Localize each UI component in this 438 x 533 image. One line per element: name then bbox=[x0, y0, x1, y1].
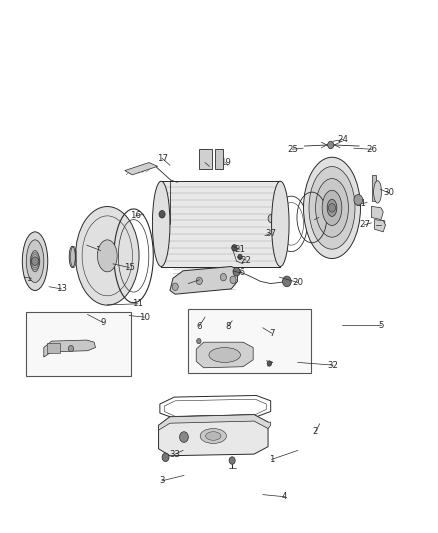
Text: 4: 4 bbox=[282, 492, 287, 501]
Circle shape bbox=[328, 204, 336, 212]
Ellipse shape bbox=[327, 199, 337, 216]
Polygon shape bbox=[371, 206, 383, 220]
Text: 26: 26 bbox=[366, 145, 377, 154]
Circle shape bbox=[220, 273, 226, 281]
Circle shape bbox=[267, 361, 272, 366]
Ellipse shape bbox=[22, 232, 48, 290]
Text: 14: 14 bbox=[95, 246, 106, 255]
Text: 22: 22 bbox=[240, 256, 252, 264]
Text: 24: 24 bbox=[337, 135, 348, 144]
Text: 30: 30 bbox=[383, 189, 395, 197]
Circle shape bbox=[230, 276, 236, 284]
Ellipse shape bbox=[31, 251, 39, 272]
Text: 16: 16 bbox=[130, 212, 141, 220]
Ellipse shape bbox=[69, 246, 75, 268]
Ellipse shape bbox=[209, 348, 240, 362]
Text: 12: 12 bbox=[26, 274, 37, 282]
Text: 32: 32 bbox=[327, 361, 339, 369]
Circle shape bbox=[229, 457, 235, 464]
Circle shape bbox=[32, 257, 39, 265]
Text: 31: 31 bbox=[356, 199, 367, 208]
Circle shape bbox=[268, 214, 275, 223]
Text: 15: 15 bbox=[124, 263, 135, 272]
Bar bbox=[161, 181, 280, 266]
Circle shape bbox=[238, 254, 242, 260]
Circle shape bbox=[196, 277, 202, 285]
Polygon shape bbox=[125, 163, 158, 175]
Bar bbox=[26, 312, 131, 376]
Circle shape bbox=[354, 195, 363, 205]
Circle shape bbox=[328, 141, 334, 149]
Circle shape bbox=[162, 453, 169, 462]
Circle shape bbox=[273, 221, 280, 229]
Ellipse shape bbox=[200, 429, 226, 443]
Polygon shape bbox=[159, 415, 268, 456]
Text: 3: 3 bbox=[159, 477, 165, 485]
Text: 13: 13 bbox=[56, 285, 67, 293]
Ellipse shape bbox=[315, 179, 349, 237]
Text: 11: 11 bbox=[132, 300, 144, 308]
Ellipse shape bbox=[97, 240, 117, 272]
Bar bbox=[188, 309, 311, 373]
Text: 5: 5 bbox=[378, 321, 384, 329]
Text: 8: 8 bbox=[225, 322, 230, 330]
Bar bbox=[215, 149, 223, 169]
Ellipse shape bbox=[152, 181, 170, 266]
Text: 27: 27 bbox=[359, 221, 370, 229]
Ellipse shape bbox=[205, 432, 221, 440]
Ellipse shape bbox=[309, 166, 355, 249]
Text: 10: 10 bbox=[139, 313, 150, 321]
Circle shape bbox=[197, 338, 201, 344]
Text: 34: 34 bbox=[183, 279, 194, 288]
Text: 2: 2 bbox=[313, 427, 318, 436]
Ellipse shape bbox=[272, 181, 289, 266]
Text: 18: 18 bbox=[199, 158, 211, 167]
Text: 25: 25 bbox=[287, 145, 298, 154]
Circle shape bbox=[232, 245, 237, 251]
Text: 33: 33 bbox=[170, 450, 181, 458]
Circle shape bbox=[159, 211, 165, 218]
Text: 20: 20 bbox=[292, 278, 304, 287]
Circle shape bbox=[233, 268, 240, 276]
Circle shape bbox=[172, 283, 178, 290]
Bar bbox=[47, 343, 60, 353]
Polygon shape bbox=[374, 220, 385, 232]
Polygon shape bbox=[44, 340, 95, 357]
Ellipse shape bbox=[26, 240, 44, 282]
Text: 36: 36 bbox=[234, 269, 246, 277]
Circle shape bbox=[68, 345, 74, 352]
Polygon shape bbox=[170, 266, 237, 294]
Text: 37: 37 bbox=[265, 229, 276, 238]
Circle shape bbox=[279, 227, 286, 235]
Ellipse shape bbox=[322, 190, 342, 225]
Text: 21: 21 bbox=[234, 245, 246, 254]
Text: 28: 28 bbox=[375, 221, 387, 229]
Text: 17: 17 bbox=[156, 154, 168, 163]
Text: 6: 6 bbox=[197, 322, 202, 330]
Bar bbox=[199, 149, 212, 169]
Text: 9: 9 bbox=[100, 318, 106, 327]
Circle shape bbox=[283, 276, 291, 287]
Polygon shape bbox=[159, 415, 271, 430]
Ellipse shape bbox=[374, 181, 381, 203]
Text: 1: 1 bbox=[269, 455, 274, 464]
Text: 29: 29 bbox=[309, 215, 320, 224]
Bar bbox=[372, 175, 376, 201]
Text: 19: 19 bbox=[220, 158, 231, 167]
Circle shape bbox=[180, 432, 188, 442]
Ellipse shape bbox=[76, 206, 139, 305]
Polygon shape bbox=[196, 342, 253, 368]
Ellipse shape bbox=[304, 157, 360, 259]
Text: 7: 7 bbox=[269, 329, 274, 337]
